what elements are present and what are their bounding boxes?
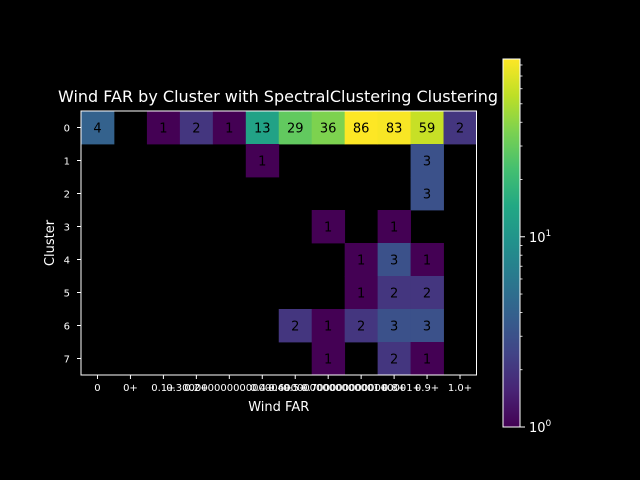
cell-value-label: 2 [390,287,398,302]
cell-value-label: 3 [390,254,398,269]
heatmap-cell [410,111,444,145]
y-tick-label: 7 [64,355,70,366]
heatmap-cell [443,111,477,145]
heatmap-cell [81,111,115,145]
heatmap-cell [344,243,379,277]
cell-value-label: 2 [423,287,431,302]
cell-value-label: 83 [386,122,403,137]
heatmap-cell [245,111,280,145]
heatmap-cells [81,111,477,376]
heatmap-cell [377,276,411,310]
cell-value-label: 3 [423,155,431,170]
cell-value-label: 86 [353,122,370,137]
x-tick-label: 0.2+ [184,383,208,394]
x-tick-label: 0 [94,383,100,394]
cell-value-label: 13 [254,122,271,137]
heatmap-cell [410,177,444,211]
cell-value-label: 1 [357,287,365,302]
x-tick-label: 0.8+ [382,383,406,394]
colorbar [502,58,521,428]
x-tick-label: 1.0+ [448,383,472,394]
chart-title: Wind FAR by Cluster with SpectralCluster… [58,87,498,106]
cell-value-label: 2 [390,353,398,368]
heatmap-cell [212,111,247,145]
colorbar-tick-label: 100 [529,419,552,436]
cell-value-label: 3 [390,320,398,335]
cell-value-label: 1 [159,122,167,137]
y-axis-label: Cluster [43,219,58,266]
cell-value-label: 2 [357,320,365,335]
heatmap-cell [377,243,411,277]
cell-value-label: 1 [390,221,398,236]
y-tick-label: 2 [64,190,70,201]
heatmap-cell [410,309,444,343]
cell-value-label: 1 [357,254,365,269]
x-tick-label: 0.4+ [250,383,274,394]
cell-value-label: 1 [423,353,431,368]
x-axis-ticks: 0 0+ 0.1+ 0.2+0.30000000000000004+0.4+ 0.5+0… [94,375,472,394]
cell-value-label: 1 [324,221,332,236]
heatmap-cell [410,342,444,376]
x-axis-label: Wind FAR [248,400,309,415]
cell-value-label: 2 [456,122,464,137]
heatmap-cell [278,111,313,145]
cell-value-label: 3 [423,188,431,203]
cell-value-label: 59 [419,122,436,137]
cell-value-label: 29 [287,122,304,137]
heatmap-cell [311,210,346,244]
heatmap-cell [311,342,346,376]
x-tick-label: 0+ [123,383,138,394]
cell-value-label: 1 [423,254,431,269]
colorbar-tick-label: 101 [529,229,551,246]
y-tick-label: 0 [64,124,70,135]
heatmap-cell [179,111,214,145]
heatmap-cell-labels: 4 1 2 1 13 29 36 86 83 59 21 331 11 3 11 2 22 1 2 3 31 2 1 [93,122,464,368]
colorbar-ticks: 100 101 [520,64,552,436]
cell-value-label: 1 [324,353,332,368]
x-tick-label: 0.1+ [151,383,175,394]
heatmap-cell [344,309,379,343]
cell-value-label: 2 [192,122,200,137]
y-tick-label: 4 [64,256,70,267]
heatmap-cell [278,309,313,343]
heatmap-cell [410,243,444,277]
x-tick-label: 0.6000000000000001+ [268,383,388,394]
heatmap-cell [377,111,411,145]
y-tick-label: 5 [64,289,70,300]
heatmap-cell [146,111,181,145]
x-tick-label: 0.5+ [283,383,307,394]
heatmap-cell [311,111,346,145]
y-axis-ticks: 0 1 2 3 4 5 6 7 [64,124,81,366]
cell-value-label: 2 [291,320,299,335]
heatmap-cell [344,111,379,145]
y-tick-label: 3 [64,223,70,234]
heatmap-cell [410,276,444,310]
heatmap-cell [344,276,379,310]
heatmap-cell [377,210,411,244]
y-tick-label: 6 [64,322,70,333]
y-tick-label: 1 [64,157,70,168]
cell-value-label: 36 [320,122,337,137]
x-tick-label: 0.30000000000000004+ [166,383,292,394]
cell-value-label: 1 [324,320,332,335]
x-tick-label: 0.7000000000000001+ [301,383,421,394]
heatmap-cell [311,309,346,343]
cell-value-label: 4 [93,122,101,137]
cell-value-label: 3 [423,320,431,335]
heatmap-cell [245,144,280,178]
plot-frame [80,110,477,376]
x-tick-label: 0.9+ [415,383,439,394]
heatmap-cell [410,144,444,178]
heatmap-cell [377,309,411,343]
cell-value-label: 1 [225,122,233,137]
heatmap-cell [377,342,411,376]
cell-value-label: 1 [258,155,266,170]
